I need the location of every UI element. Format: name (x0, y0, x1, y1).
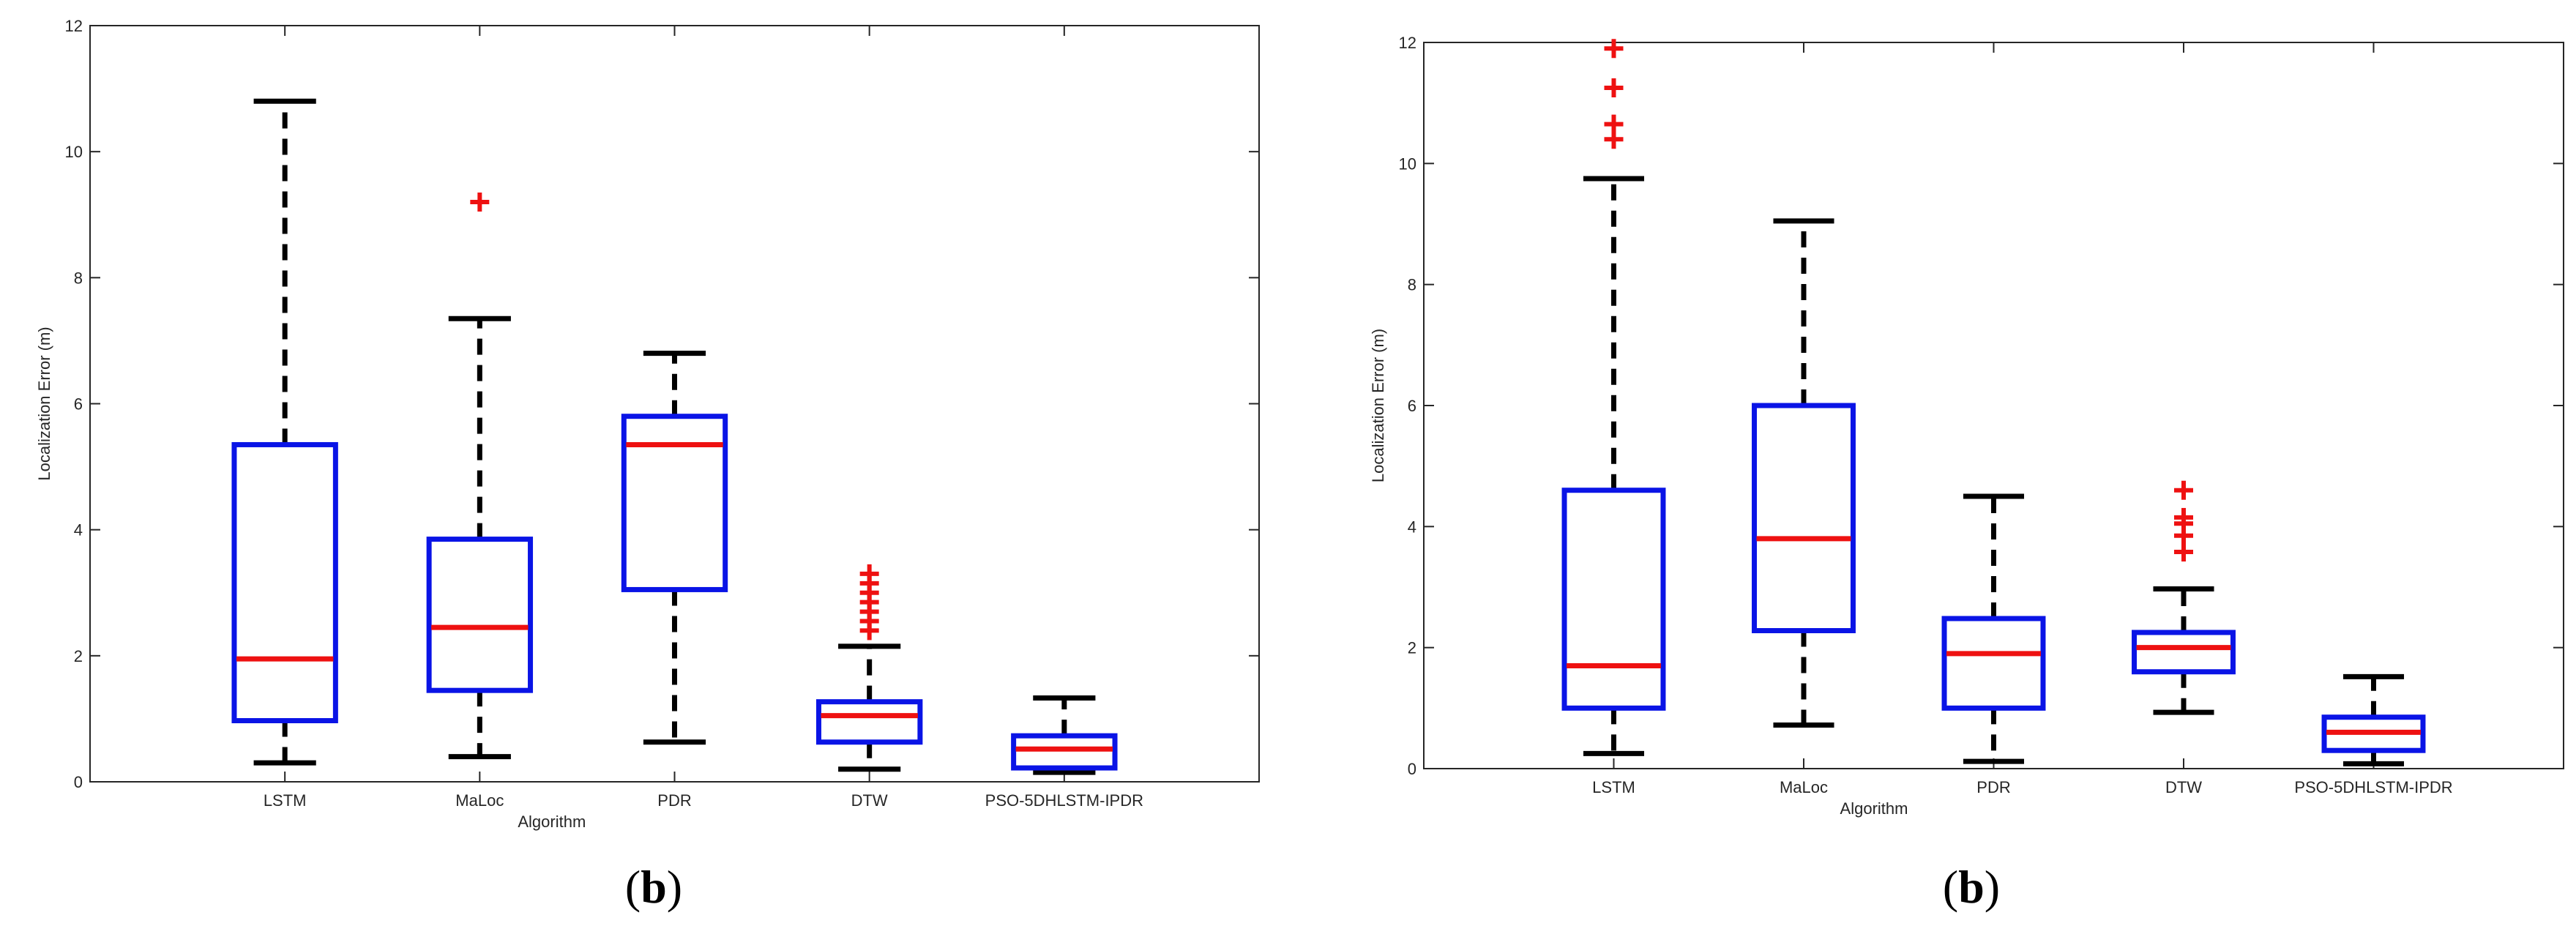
x-tick-label-lstm: LSTM (1592, 778, 1635, 796)
y-tick-label: 2 (74, 647, 83, 665)
outlier-marker-dtw (2174, 507, 2193, 527)
y-tick-label: 8 (1408, 276, 1416, 294)
y-axis-label: Localization Error (m) (1369, 329, 1387, 482)
box-pdr (1941, 616, 2046, 711)
y-tick-label: 10 (65, 143, 83, 161)
panel-b-chart: 0 2 4 6 8 10 12 LSTM MaLoc PDR DTW PSO-5DHLSTM-IPDR… (1369, 34, 2564, 818)
x-tick-label-pso-5dhlstm-ipdr: PSO-5DHLSTM-IPDR (985, 791, 1143, 810)
outlier-marker-dtw (859, 564, 879, 583)
box-maloc (426, 537, 534, 693)
x-tick-label-pdr: PDR (657, 791, 691, 810)
outlier-marker-maloc (470, 193, 490, 212)
x-tick-label-maloc: MaLoc (1780, 778, 1828, 796)
panel-b-label: (b) (1943, 861, 2000, 913)
box-maloc (1752, 403, 1856, 634)
outlier-marker-dtw (2174, 542, 2193, 562)
box-lstm (231, 441, 338, 723)
box-lstm (1561, 488, 1666, 711)
x-tick-label-pso-5dhlstm-ipdr: PSO-5DHLSTM-IPDR (2294, 778, 2452, 796)
y-tick-label: 4 (1408, 518, 1416, 536)
x-axis-label: Algorithm (1840, 799, 1908, 818)
x-tick-label-pdr: PDR (1976, 778, 2010, 796)
y-tick-label: 12 (1399, 34, 1416, 52)
box-dtw (2132, 630, 2236, 675)
x-tick-label-dtw: DTW (851, 791, 888, 810)
x-tick-label-dtw: DTW (2165, 778, 2202, 796)
panel-a-chart: 0 2 4 6 8 10 12 LSTM MaLoc PDR DTW PSO-5DHLSTM-IPDR… (35, 17, 1260, 831)
y-tick-label: 0 (1408, 760, 1416, 778)
y-tick-label: 2 (1408, 639, 1416, 657)
x-axis-label: Algorithm (518, 813, 586, 831)
panel-a-label: (b) (625, 861, 682, 913)
box-dtw (815, 699, 923, 745)
outlier-marker-lstm (1604, 39, 1624, 59)
y-axis-label: Localization Error (m) (35, 326, 53, 480)
box-pso-5dhlstm-ipdr (1011, 733, 1118, 771)
y-tick-label: 8 (74, 269, 83, 287)
outlier-marker-lstm (1604, 78, 1624, 97)
x-tick-label-lstm: LSTM (264, 791, 307, 810)
outlier-marker-lstm (1604, 114, 1624, 134)
outlier-marker-dtw (2174, 480, 2193, 500)
y-tick-label: 12 (65, 17, 83, 35)
x-tick-label-maloc: MaLoc (455, 791, 504, 810)
y-tick-label: 0 (74, 773, 83, 791)
y-tick-label: 6 (1408, 397, 1416, 415)
y-tick-label: 6 (74, 395, 83, 414)
y-tick-label: 10 (1399, 154, 1416, 173)
y-tick-label: 4 (74, 521, 83, 539)
